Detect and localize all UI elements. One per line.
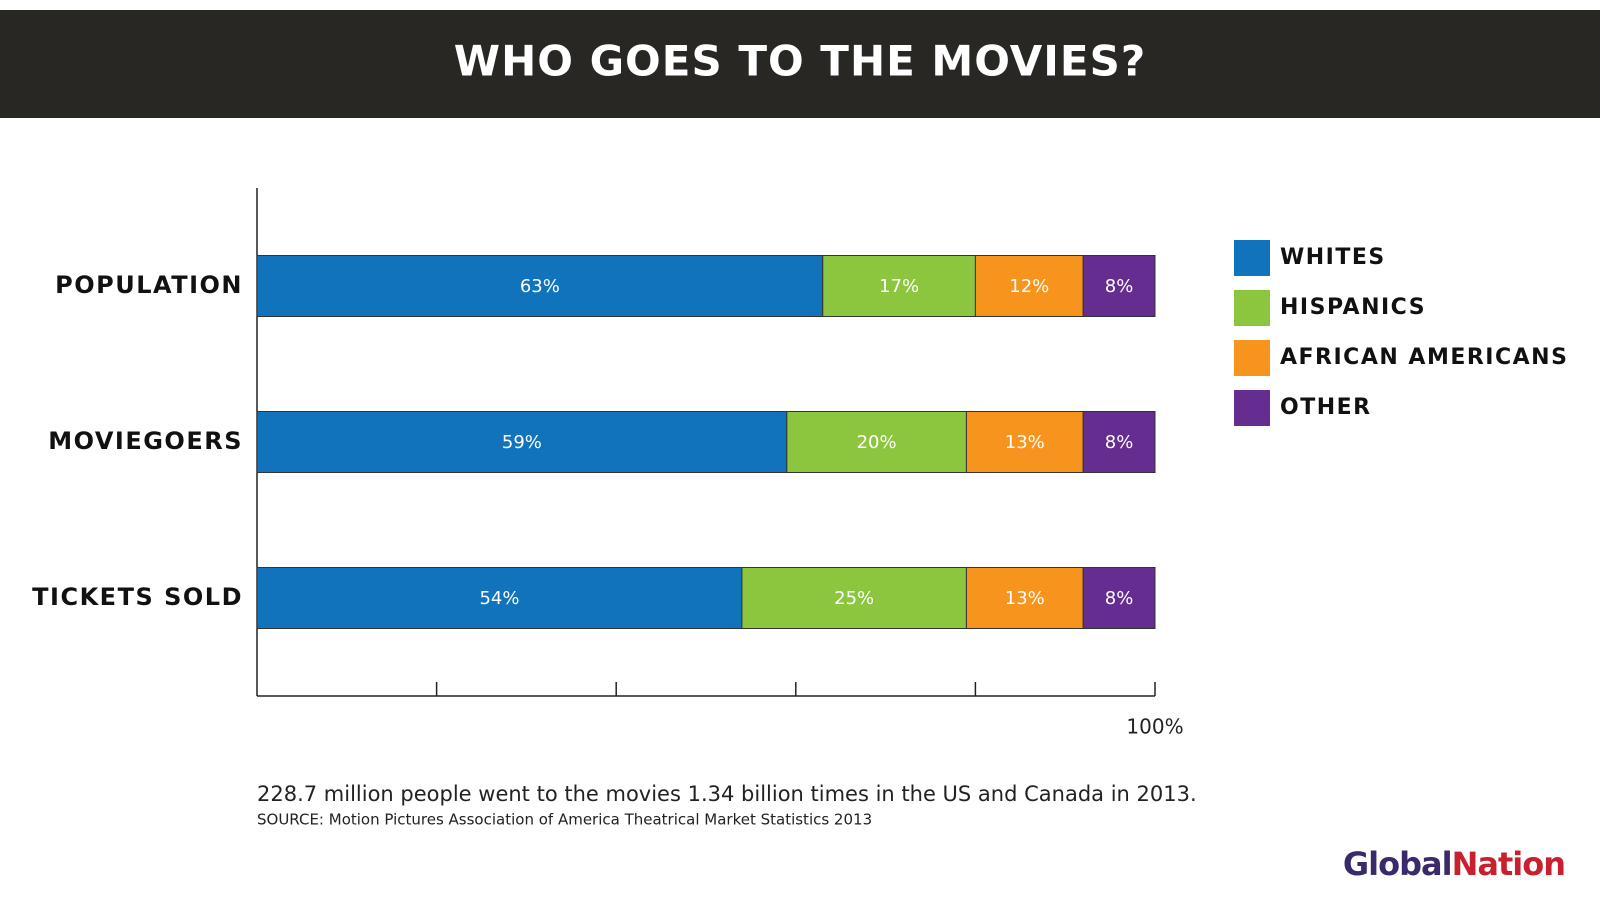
note: 228.7 million people went to the movies … [257,782,1197,806]
source: SOURCE: Motion Pictures Association of A… [257,811,872,829]
bar-segment [1082,411,1156,473]
legend-swatch [1234,340,1270,376]
bar-segment [822,255,976,317]
bar-segment [1082,567,1156,629]
logo-second: Nation [1452,845,1565,883]
value-label: 17% [879,276,919,297]
value-label: 8% [1105,276,1134,297]
value-label: 59% [502,432,542,453]
y-tick-label: POPULATION [55,271,243,299]
logo: GlobalNation [1343,845,1565,883]
value-label: 13% [1005,588,1045,609]
value-label: 63% [520,276,560,297]
bar-segment [1082,255,1156,317]
legend-label: HISPANICS [1280,295,1426,320]
value-label: 20% [857,432,897,453]
legend-label: OTHER [1280,395,1372,420]
value-label: 12% [1009,276,1049,297]
bar-segment [974,255,1084,317]
value-label: 8% [1105,432,1134,453]
value-label: 8% [1105,588,1134,609]
legend-swatch [1234,240,1270,276]
x-tick-label: 100% [1126,715,1183,739]
bar-segment [786,411,967,473]
legend-label: AFRICAN AMERICANS [1280,345,1568,370]
legend-label: WHITES [1280,245,1386,270]
title-banner [0,10,1600,118]
y-tick-label: MOVIEGOERS [48,427,243,455]
logo-first: Global [1343,845,1452,883]
bar-segment [965,567,1084,629]
value-label: 25% [834,588,874,609]
bar-segment [741,567,967,629]
value-label: 54% [479,588,519,609]
legend-swatch [1234,390,1270,426]
y-tick-label: TICKETS SOLD [32,583,243,611]
legend-swatch [1234,290,1270,326]
value-label: 13% [1005,432,1045,453]
bar-segment [965,411,1084,473]
bar-segment [256,411,788,473]
chart-title: WHO GOES TO THE MOVIES? [454,37,1146,86]
bar-segment [256,567,743,629]
